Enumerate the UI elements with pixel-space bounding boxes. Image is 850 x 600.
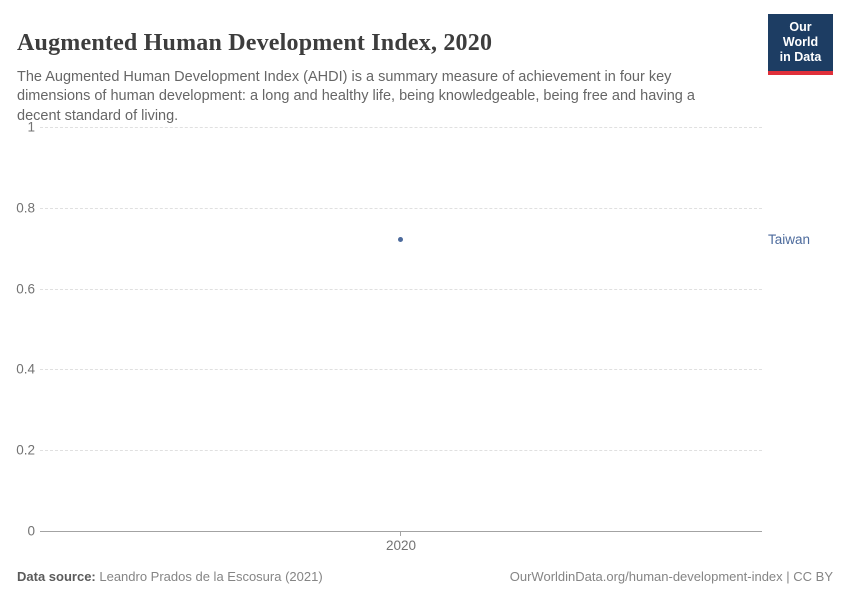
- gridline: [40, 369, 762, 371]
- y-axis-tick-label: 0.2: [16, 442, 35, 458]
- owid-logo-line1: Our World: [782, 20, 819, 49]
- owid-logo[interactable]: Our World in Data: [768, 14, 833, 75]
- gridline: [40, 288, 762, 290]
- x-axis-line: [40, 531, 762, 532]
- gridline: [40, 127, 762, 128]
- owid-url-link[interactable]: OurWorldinData.org/human-development-ind…: [509, 569, 833, 584]
- data-source-label: Data source:: [17, 569, 96, 584]
- x-axis-tick-mark: [400, 531, 401, 536]
- page-title: Augmented Human Development Index, 2020: [17, 30, 493, 57]
- data-source-note: Data source: Leandro Prados de la Escosu…: [17, 569, 323, 584]
- owid-logo-line2: in Data: [779, 50, 822, 64]
- y-axis-tick-label: 0.4: [16, 361, 35, 377]
- gridline: [40, 450, 762, 452]
- data-source-value: Leandro Prados de la Escosura (2021): [95, 569, 323, 584]
- chart-subtitle: The Augmented Human Development Index (A…: [17, 68, 695, 124]
- y-axis-tick-label: 1: [27, 119, 35, 135]
- entity-label-taiwan[interactable]: Taiwan: [768, 232, 811, 247]
- data-point-taiwan[interactable]: [398, 237, 403, 242]
- y-axis-tick-label: 0.6: [16, 281, 35, 297]
- plot-area: 1 0.8 0.6 0.4 0.2 0 2020 Taiwan: [0, 120, 850, 554]
- gridline: [40, 207, 762, 209]
- x-axis-tick-label: 2020: [385, 538, 417, 553]
- y-axis-tick-label: 0: [27, 523, 35, 539]
- y-axis-tick-label: 0.8: [16, 200, 35, 216]
- chart-footer: Data source: Leandro Prados de la Escosu…: [17, 569, 833, 584]
